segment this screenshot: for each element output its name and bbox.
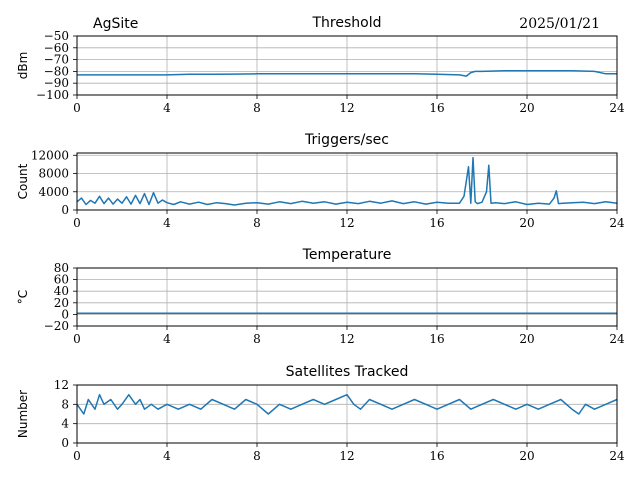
- x-tick-label: 16: [429, 332, 444, 346]
- y-tick-label: 20: [54, 296, 69, 310]
- x-tick-label: 8: [253, 449, 261, 463]
- chart-title: Triggers/sec: [304, 132, 389, 148]
- series-line: [76, 156, 618, 206]
- y-axis-label: dBm: [16, 52, 30, 80]
- chart-title: Satellites Tracked: [286, 364, 409, 380]
- x-tick-label: 0: [73, 449, 81, 463]
- x-tick-label: 0: [73, 332, 81, 346]
- x-tick-label: 24: [609, 216, 625, 230]
- x-tick-label: 24: [609, 332, 625, 346]
- y-axis-label: °C: [16, 290, 30, 304]
- y-tick-label: −70: [44, 53, 69, 67]
- y-tick-label: 0: [61, 436, 69, 450]
- y-axis-label: Count: [16, 163, 30, 199]
- chart-title: Temperature: [302, 247, 392, 263]
- x-tick-label: 4: [163, 216, 171, 230]
- x-tick-label: 16: [429, 216, 444, 230]
- chart-panel-0: 0 4 8 12 16 20 24 −100−90−80−70−60−50 Threshold d…: [16, 15, 625, 115]
- y-tick-label: 4000: [38, 185, 69, 199]
- y-tick-label: 80: [54, 261, 69, 275]
- site-label: AgSite: [93, 16, 138, 32]
- series-line: [77, 70, 617, 77]
- y-tick-label: 60: [54, 273, 69, 287]
- x-tick-label: 12: [339, 101, 354, 115]
- y-tick-label: 0: [61, 307, 69, 321]
- y-tick-label: −80: [44, 64, 69, 78]
- x-tick-label: 12: [339, 216, 354, 230]
- x-tick-label: 12: [339, 449, 354, 463]
- y-tick-label: −50: [44, 29, 69, 43]
- x-tick-label: 16: [429, 101, 444, 115]
- chart-panel-3: 0 4 8 12 16 20 24 0 4 8 12 Satellites Tracked Number: [16, 364, 625, 463]
- y-tick-label: −20: [44, 319, 69, 333]
- x-tick-label: 4: [163, 101, 171, 115]
- x-tick-label: 24: [609, 101, 625, 115]
- x-tick-label: 24: [609, 449, 625, 463]
- x-tick-label: 16: [429, 449, 444, 463]
- chart-title: Threshold: [312, 15, 382, 31]
- x-tick-label: 8: [253, 101, 261, 115]
- y-tick-label: 0: [61, 203, 69, 217]
- x-tick-label: 4: [163, 332, 171, 346]
- x-tick-label: 0: [73, 101, 81, 115]
- x-tick-label: 20: [519, 332, 534, 346]
- y-tick-label: 40: [54, 284, 69, 298]
- x-tick-label: 8: [253, 216, 261, 230]
- x-tick-label: 0: [73, 216, 81, 230]
- series-line: [76, 393, 618, 415]
- y-tick-label: 12: [54, 378, 69, 392]
- y-tick-label: −60: [44, 41, 69, 55]
- x-tick-label: 12: [339, 332, 354, 346]
- chart-panel-1: 0 4 8 12 16 20 24 0 4000 8000 12000 Triggers/sec Cou…: [16, 132, 625, 230]
- x-tick-label: 20: [519, 101, 534, 115]
- x-tick-label: 4: [163, 449, 171, 463]
- charts-container: 0 4 8 12 16 20 24 −100−90−80−70−60−50 Threshold d…: [16, 15, 625, 463]
- y-axis-label: Number: [16, 390, 30, 438]
- y-tick-label: 12000: [31, 148, 69, 162]
- y-tick-label: −100: [36, 88, 69, 102]
- x-tick-label: 20: [519, 216, 534, 230]
- x-tick-label: 20: [519, 449, 534, 463]
- y-tick-label: −90: [44, 76, 69, 90]
- x-tick-label: 8: [253, 332, 261, 346]
- y-tick-label: 8: [61, 397, 69, 411]
- date-label: 2025/01/21: [519, 16, 600, 32]
- y-tick-label: 8000: [38, 167, 69, 181]
- y-tick-label: 4: [61, 417, 69, 431]
